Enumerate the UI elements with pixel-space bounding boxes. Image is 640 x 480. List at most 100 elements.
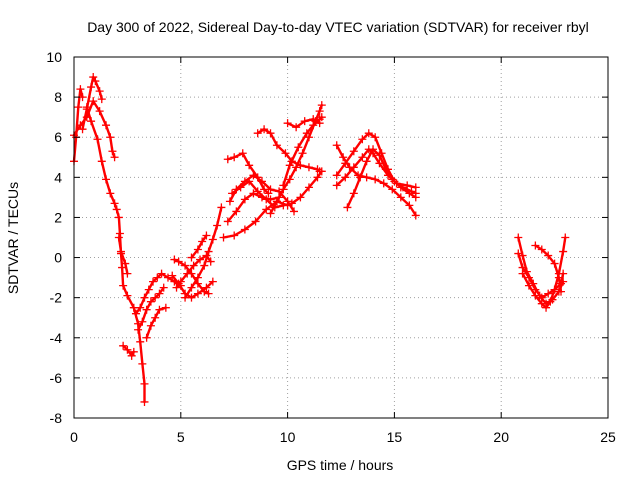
data-point-arc-27-9 <box>405 189 414 198</box>
data-point-arc-5-3 <box>123 269 132 278</box>
data-point-arc-18-10 <box>313 173 322 182</box>
data-point-arc-22-0 <box>279 181 288 190</box>
data-point-arc-7-0 <box>131 309 140 318</box>
data-point-arc-19-0 <box>223 155 232 164</box>
data-point-arc-10-4 <box>193 289 202 298</box>
data-point-arc-4-19 <box>140 397 149 406</box>
data-point-arc-29-5 <box>544 289 553 298</box>
data-point-arc-13-5 <box>208 235 217 244</box>
data-point-arc-23-1 <box>292 123 301 132</box>
data-point-arc-3-6 <box>97 95 106 104</box>
y-tick-label-6: 6 <box>54 129 62 145</box>
series-arc-13 <box>181 203 226 302</box>
series-trace-arc-6 <box>121 344 135 357</box>
data-point-arc-27-8 <box>396 183 405 192</box>
series-arc-6 <box>119 341 138 360</box>
series-arc-27 <box>343 145 420 212</box>
data-point-arc-20-4 <box>281 149 290 158</box>
series-trace-arc-13 <box>183 206 223 299</box>
data-point-arc-31-0 <box>531 241 540 250</box>
grid-layer <box>74 57 608 418</box>
data-point-arc-4-3 <box>97 157 106 166</box>
data-point-arc-2-7 <box>108 147 117 156</box>
data-point-arc-16-1 <box>232 207 241 216</box>
data-point-arc-12-0 <box>172 283 181 292</box>
data-point-arc-31-5 <box>557 287 566 296</box>
series-arc-19 <box>223 149 273 198</box>
series-trace-arc-18 <box>230 170 323 209</box>
y-tick-label-4: 4 <box>54 169 62 185</box>
series-trace-arc-14 <box>190 234 208 259</box>
data-point-arc-24-8 <box>396 193 405 202</box>
data-point-arc-27-6 <box>381 165 390 174</box>
data-point-arc-19-5 <box>260 185 269 194</box>
data-point-arc-13-7 <box>217 203 226 212</box>
data-point-arc-3-5 <box>95 87 104 96</box>
data-point-arc-13-3 <box>200 261 209 270</box>
data-point-arc-31-2 <box>544 251 553 260</box>
data-point-arc-6-1 <box>123 345 132 354</box>
data-point-arc-27-7 <box>388 175 397 184</box>
data-point-arc-23-0 <box>283 119 292 128</box>
data-point-arc-29-2 <box>524 273 533 282</box>
data-point-arc-16-3 <box>249 189 258 198</box>
data-point-arc-26-0 <box>332 171 341 180</box>
data-point-arc-6-2 <box>127 351 136 360</box>
series-trace-arc-30 <box>521 236 567 309</box>
data-point-arc-18-0 <box>228 189 237 198</box>
data-point-arc-18-2 <box>245 177 254 186</box>
x-tick-label-0: 0 <box>70 429 78 445</box>
y-tick-label-0: 0 <box>54 250 62 266</box>
y-tick-label-2: 2 <box>54 209 62 225</box>
series-arc-18 <box>228 167 326 212</box>
series-trace-arc-7 <box>134 272 182 315</box>
data-point-arc-30-0 <box>518 269 527 278</box>
data-point-arc-24-7 <box>388 185 397 194</box>
y-tick-label--2: -2 <box>50 290 63 306</box>
data-point-arc-2-4 <box>95 107 104 116</box>
data-point-arc-4-0 <box>82 103 91 112</box>
data-point-arc-26-5 <box>371 133 380 142</box>
data-point-arc-4-5 <box>106 189 115 198</box>
series-arc-21 <box>266 101 326 218</box>
data-point-arc-23-4 <box>315 119 324 128</box>
data-point-arc-26-1 <box>341 159 350 168</box>
x-tick-label-20: 20 <box>493 429 509 445</box>
series-arc-24 <box>332 141 420 220</box>
data-point-arc-15-0 <box>219 233 228 242</box>
series-arc-29 <box>514 249 568 302</box>
data-point-arc-4-6 <box>110 199 119 208</box>
y-tick-label--4: -4 <box>50 330 63 346</box>
data-point-arc-4-2 <box>93 135 102 144</box>
series-trace-arc-26 <box>335 132 417 195</box>
data-point-arc-30-6 <box>550 285 559 294</box>
series-arc-20 <box>253 125 324 176</box>
data-point-arc-8-6 <box>159 283 168 292</box>
data-point-arc-4-4 <box>102 175 111 184</box>
plot-frame-layer <box>73 56 609 419</box>
series-arc-4 <box>82 103 149 406</box>
y-tick-label-10: 10 <box>46 49 62 65</box>
data-point-arc-19-4 <box>253 173 262 182</box>
data-point-arc-24-6 <box>379 179 388 188</box>
data-point-arc-24-1 <box>339 153 348 162</box>
x-tick-label-25: 25 <box>600 429 616 445</box>
series-arc-5 <box>114 233 132 278</box>
data-point-arc-19-3 <box>245 161 254 170</box>
data-point-arc-21-0 <box>266 209 275 218</box>
data-point-arc-30-8 <box>559 247 568 256</box>
data-point-arc-18-3 <box>253 187 262 196</box>
data-point-arc-27-10 <box>411 193 420 202</box>
data-point-arc-18-7 <box>287 199 296 208</box>
y-tick-label--6: -6 <box>50 370 63 386</box>
data-point-arc-30-1 <box>524 281 533 290</box>
data-point-arc-11-1 <box>174 257 183 266</box>
data-point-arc-20-2 <box>266 129 275 138</box>
series-layer <box>70 73 570 406</box>
data-point-arc-5-0 <box>114 233 123 242</box>
data-point-arc-5-2 <box>121 259 130 268</box>
data-point-arc-12-4 <box>196 255 205 264</box>
data-point-arc-4-7 <box>112 205 121 214</box>
data-point-arc-25-0 <box>332 181 341 190</box>
